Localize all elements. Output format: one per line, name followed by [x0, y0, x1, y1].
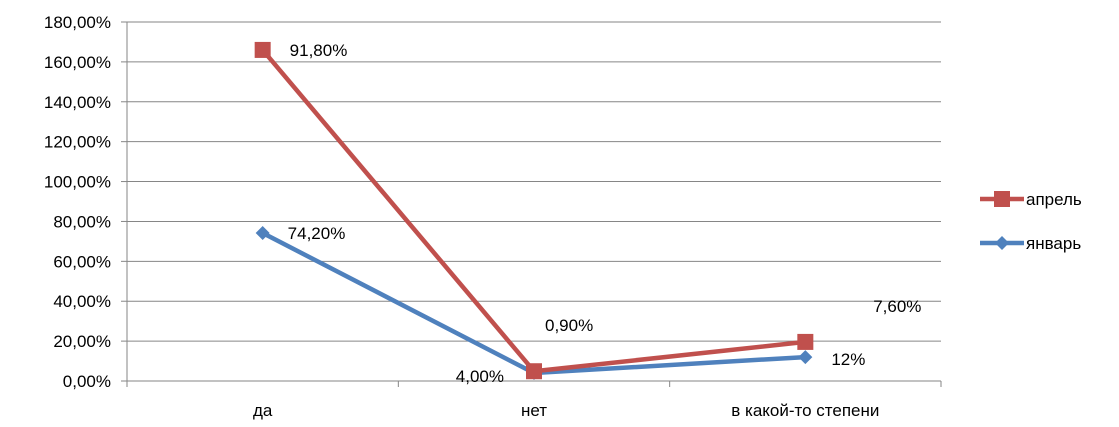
x-tick-label: да — [253, 401, 273, 420]
y-tick-label: 40,00% — [53, 292, 111, 311]
y-tick-label: 100,00% — [44, 173, 111, 192]
data-label: 91,80% — [290, 41, 348, 60]
axes — [121, 21, 942, 387]
y-tick-labels: 0,00% 20,00% 40,00% 60,00% 80,00% 100,00% 120,… — [44, 13, 111, 391]
y-tick-label: 20,00% — [53, 332, 111, 351]
data-label: 74,20% — [288, 224, 346, 243]
data-label: 0,90% — [545, 316, 593, 335]
x-tick-labels: да нет в какой-то степени — [253, 401, 879, 420]
data-point — [254, 41, 271, 58]
x-tick-label: в какой-то степени — [731, 401, 879, 420]
y-tick-label: 180,00% — [44, 13, 111, 32]
y-tick-label: 80,00% — [53, 212, 111, 231]
y-tick-label: 0,00% — [63, 372, 111, 391]
data-point — [797, 333, 814, 350]
data-point — [255, 226, 270, 241]
y-tick-label: 160,00% — [44, 53, 111, 72]
data-label: 4,00% — [456, 367, 504, 386]
series-line-april — [260, 48, 806, 374]
data-point — [526, 363, 542, 380]
x-tick-label: нет — [521, 401, 547, 420]
y-tick-label: 140,00% — [44, 93, 111, 112]
legend: апрель январь — [980, 190, 1082, 253]
gridlines — [127, 21, 941, 342]
data-point — [798, 350, 813, 365]
data-label: 12% — [831, 350, 865, 369]
data-point — [995, 236, 1009, 250]
series-lines — [254, 41, 814, 381]
y-tick-label: 120,00% — [44, 133, 111, 152]
legend-label: январь — [1026, 234, 1081, 253]
y-tick-label: 60,00% — [53, 252, 111, 271]
legend-label: апрель — [1026, 190, 1082, 209]
data-point — [994, 191, 1010, 207]
data-labels: 74,20% 4,00% 12% 91,80% 0,90% 7,60% — [288, 41, 922, 386]
data-label: 7,60% — [873, 297, 921, 316]
